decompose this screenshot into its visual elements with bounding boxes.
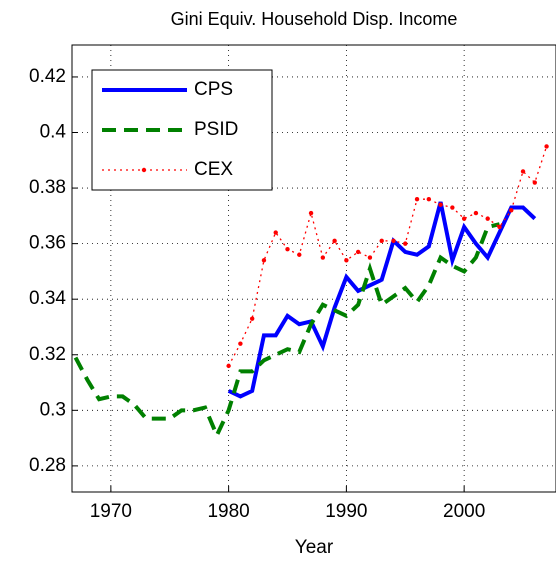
legend-marker: [141, 167, 147, 173]
y-tick-label: 0.38: [29, 177, 66, 198]
point: [403, 241, 408, 246]
point: [367, 255, 373, 260]
point: [414, 196, 420, 202]
point: [544, 144, 549, 149]
legend-label: PSID: [194, 119, 238, 140]
plot-border: [71, 44, 556, 493]
point: [320, 255, 326, 260]
chart-title: Gini Equiv. Household Disp. Income: [171, 9, 458, 29]
y-tick-label: 0.36: [29, 233, 66, 254]
y-tick-label: 0.28: [29, 455, 66, 476]
point: [297, 252, 302, 257]
point: [226, 363, 231, 369]
point: [391, 238, 396, 244]
point: [473, 210, 479, 216]
point: [273, 230, 278, 235]
x-tick-label: 2000: [443, 501, 485, 522]
y-tick-label: 0.42: [29, 66, 66, 87]
point: [238, 341, 243, 346]
point: [532, 180, 538, 185]
x-tick-label: 1970: [90, 501, 132, 522]
series-line: [73, 222, 500, 441]
series-line: [227, 201, 537, 399]
point: [497, 224, 502, 230]
x-tick-label: 1980: [207, 501, 249, 522]
point: [485, 216, 490, 221]
point: [379, 238, 384, 244]
legend-label: CPS: [194, 79, 233, 100]
point: [355, 249, 361, 255]
point: [450, 205, 455, 210]
point: [461, 216, 467, 221]
x-tick-label: 1990: [325, 501, 367, 522]
point: [261, 258, 267, 263]
y-tick-label: 0.3: [40, 399, 66, 420]
point: [308, 210, 314, 216]
x-axis-label: Year: [295, 537, 334, 558]
point: [426, 196, 432, 202]
point: [249, 316, 255, 321]
point: [509, 208, 514, 213]
point: [332, 238, 337, 244]
point: [520, 169, 526, 174]
point: [344, 258, 349, 263]
y-tick-label: 0.34: [29, 288, 66, 309]
y-tick-label: 0.4: [40, 122, 67, 143]
legend-label: CEX: [194, 159, 233, 180]
y-tick-label: 0.32: [29, 344, 66, 365]
point: [438, 202, 443, 207]
point: [285, 246, 290, 252]
